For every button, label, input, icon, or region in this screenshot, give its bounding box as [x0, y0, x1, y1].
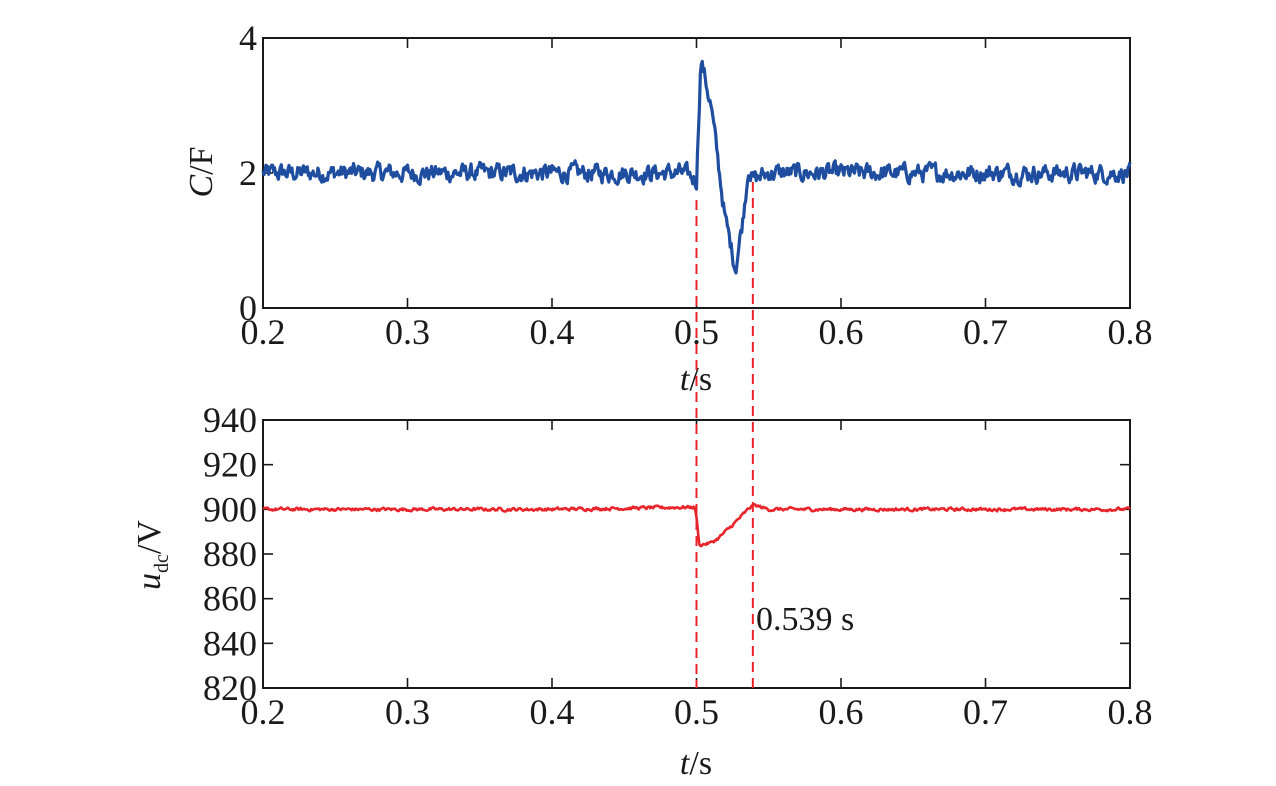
- x-tick-label: 0.7: [963, 312, 1008, 352]
- y-tick-label: 920: [203, 445, 257, 485]
- x-axis-label-bottom: t/s: [680, 745, 712, 782]
- series-bottom: [262, 502, 1132, 548]
- y-tick-label: 900: [203, 489, 257, 529]
- y-tick-label: 860: [203, 579, 257, 619]
- y-axis-label-top: C/F: [183, 146, 220, 197]
- y-tick-label: 820: [203, 668, 257, 708]
- dashed-marker-lines: [695, 182, 754, 688]
- x-tick-label: 0.3: [385, 312, 430, 352]
- annotation-recovery-time: 0.539 s: [756, 601, 854, 638]
- y-tick-label: 4: [239, 18, 257, 58]
- x-tick-label: 0.3: [385, 692, 430, 732]
- x-tick-label: 0.7: [963, 692, 1008, 732]
- series-line: [262, 502, 1132, 548]
- x-tick-label: 0.8: [1108, 692, 1153, 732]
- x-tick-label: 0.4: [530, 692, 575, 732]
- x-tick-label: 0.4: [530, 312, 575, 352]
- x-tick-label: 0.2: [241, 692, 286, 732]
- x-tick-label: 0.5: [674, 692, 719, 732]
- y-tick-label: 0: [239, 288, 257, 328]
- y-tick-label: 840: [203, 623, 257, 663]
- x-axis-label-top: t/s: [680, 361, 712, 398]
- y-tick-label: 880: [203, 534, 257, 574]
- y-tick-label: 2: [239, 153, 257, 193]
- series-line: [261, 59, 1132, 275]
- y-axis-label-bottom: udc/V: [131, 520, 173, 590]
- y-tick-label: 940: [203, 400, 257, 440]
- x-tick-label: 0.8: [1108, 312, 1153, 352]
- x-tick-label: 0.6: [819, 692, 864, 732]
- series-top: [261, 59, 1132, 275]
- x-tick-label: 0.6: [819, 312, 864, 352]
- x-tick-label: 0.2: [241, 312, 286, 352]
